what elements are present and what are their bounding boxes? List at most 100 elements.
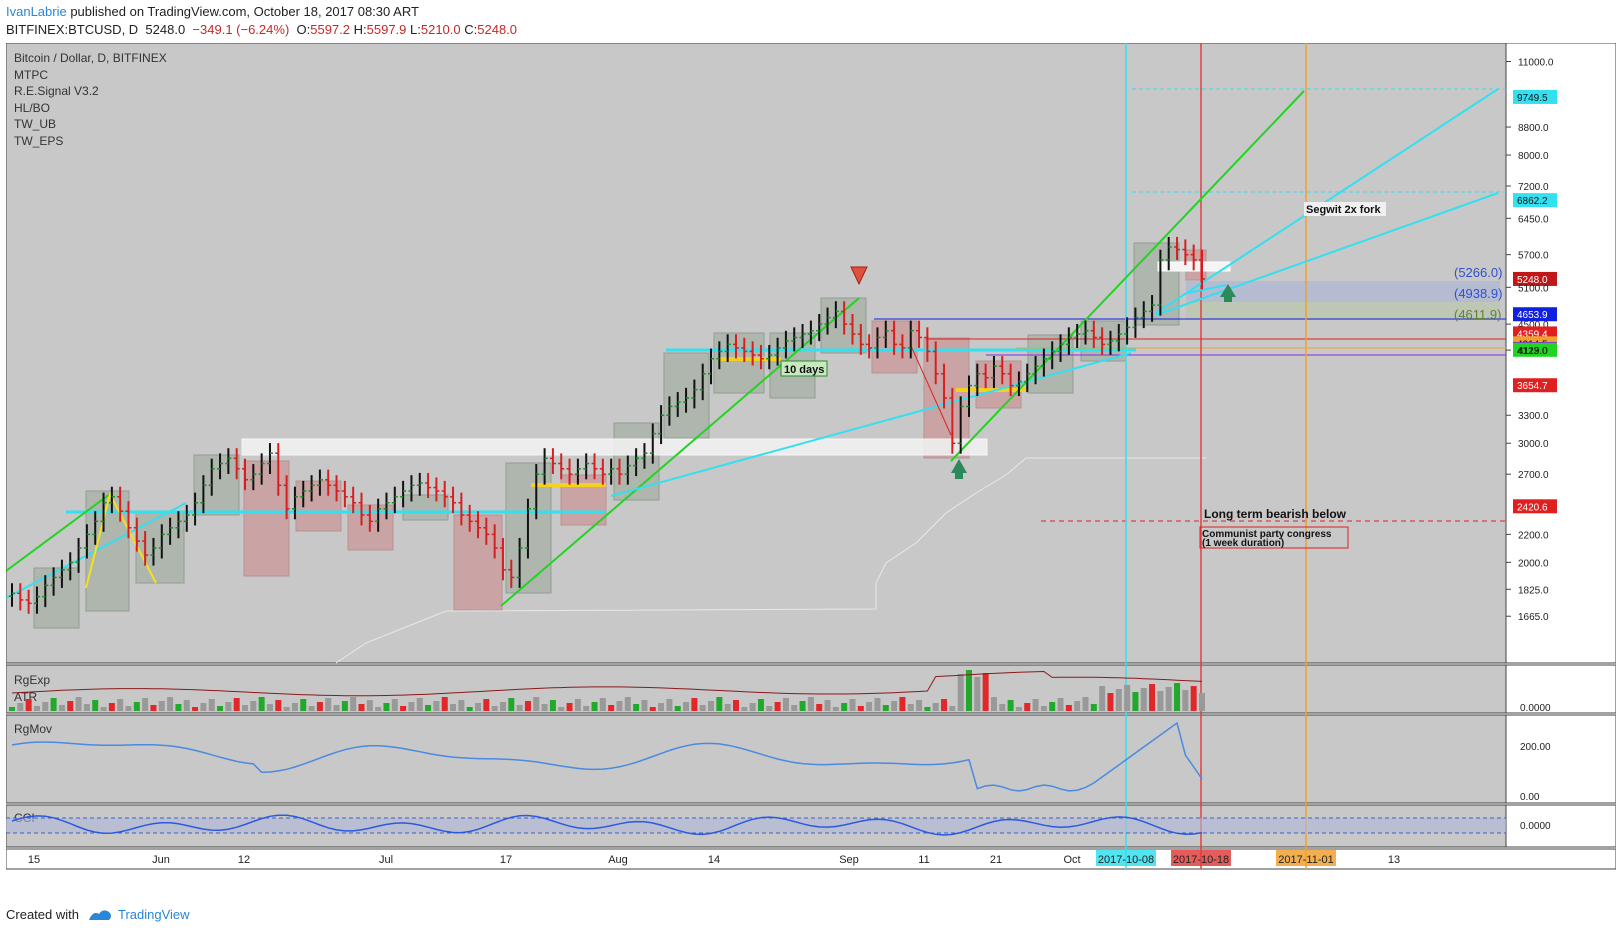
price-bar[interactable] xyxy=(982,363,989,389)
price-bar[interactable] xyxy=(624,455,631,485)
price-bar[interactable] xyxy=(1065,327,1072,355)
price-bar[interactable] xyxy=(158,524,165,559)
price-bar[interactable] xyxy=(75,537,82,573)
price-bar[interactable] xyxy=(17,583,24,611)
price-bar[interactable] xyxy=(416,472,423,496)
price-bar[interactable] xyxy=(533,464,540,520)
price-bar[interactable] xyxy=(799,323,806,348)
price-bar[interactable] xyxy=(333,475,340,502)
price-bar[interactable] xyxy=(849,314,856,345)
price-bar[interactable] xyxy=(350,486,357,514)
price-bar[interactable] xyxy=(724,334,731,362)
price-bar[interactable] xyxy=(807,320,814,345)
price-bar[interactable] xyxy=(791,327,798,352)
price-bar[interactable] xyxy=(192,492,199,526)
price-bar[interactable] xyxy=(749,341,756,366)
price-bar[interactable] xyxy=(782,330,789,359)
price-bar[interactable] xyxy=(316,469,323,496)
price-bar[interactable] xyxy=(732,334,739,359)
price-bar[interactable] xyxy=(957,396,964,454)
price-bar[interactable] xyxy=(50,567,57,596)
price-bar[interactable] xyxy=(583,453,590,480)
price-bar[interactable] xyxy=(999,356,1006,385)
price-bar[interactable] xyxy=(658,405,665,445)
price-bar[interactable] xyxy=(716,341,723,370)
price-bar[interactable] xyxy=(1124,317,1131,345)
price-bar[interactable] xyxy=(1074,323,1081,348)
price-bar[interactable] xyxy=(258,453,265,485)
price-bar[interactable] xyxy=(633,448,640,477)
price-bar[interactable] xyxy=(574,458,581,485)
price-bar[interactable] xyxy=(42,575,49,608)
price-bar[interactable] xyxy=(1107,330,1114,355)
price-bar[interactable] xyxy=(1032,356,1039,385)
price-bar[interactable] xyxy=(33,586,40,614)
price-bar[interactable] xyxy=(1057,334,1064,362)
price-bar[interactable] xyxy=(291,486,298,520)
price-bar[interactable] xyxy=(866,334,873,359)
price-bar[interactable] xyxy=(1165,236,1172,271)
price-bar[interactable] xyxy=(974,363,981,397)
price-bar[interactable] xyxy=(499,537,506,581)
price-bar[interactable] xyxy=(949,387,956,454)
price-bar[interactable] xyxy=(92,511,99,545)
price-bar[interactable] xyxy=(491,524,498,559)
price-bar[interactable] xyxy=(1149,295,1156,322)
price-bar[interactable] xyxy=(466,504,473,532)
price-bar[interactable] xyxy=(300,480,307,508)
price-bar[interactable] xyxy=(1049,341,1056,370)
price-bar[interactable] xyxy=(217,453,224,480)
price-bar[interactable] xyxy=(250,464,257,491)
price-bar[interactable] xyxy=(242,458,249,491)
price-bar[interactable] xyxy=(1199,249,1205,290)
price-bar[interactable] xyxy=(516,537,523,588)
price-bar[interactable] xyxy=(774,337,781,366)
price-bar[interactable] xyxy=(275,443,282,496)
price-bar[interactable] xyxy=(425,472,432,499)
price-bar[interactable] xyxy=(1099,327,1106,355)
tradingview-link[interactable]: TradingView xyxy=(87,907,190,922)
price-bar[interactable] xyxy=(549,448,556,474)
price-bar[interactable] xyxy=(175,511,182,539)
price-bar[interactable] xyxy=(283,475,290,520)
price-bar[interactable] xyxy=(741,337,748,362)
price-bar[interactable] xyxy=(524,498,531,559)
price-bar[interactable] xyxy=(475,511,482,539)
price-bar[interactable] xyxy=(882,320,889,348)
price-bar[interactable] xyxy=(1015,371,1022,397)
price-bar[interactable] xyxy=(1190,244,1197,271)
price-bar[interactable] xyxy=(483,517,490,545)
price-bar[interactable] xyxy=(649,423,656,464)
price-bar[interactable] xyxy=(899,334,906,359)
rgmov-pane[interactable] xyxy=(5,714,1507,804)
price-bar[interactable] xyxy=(599,458,606,485)
price-bar[interactable] xyxy=(699,363,706,401)
price-bar[interactable] xyxy=(58,559,65,588)
price-bar[interactable] xyxy=(691,379,698,409)
price-bar[interactable] xyxy=(932,341,939,385)
price-bars[interactable] xyxy=(9,236,1205,614)
price-bar[interactable] xyxy=(167,517,174,545)
price-bar[interactable] xyxy=(83,524,90,559)
price-bar[interactable] xyxy=(541,448,548,485)
price-bar[interactable] xyxy=(125,501,132,539)
price-bar[interactable] xyxy=(766,344,773,370)
price-bar[interactable] xyxy=(1115,323,1122,352)
price-bar[interactable] xyxy=(358,492,365,526)
price-bar[interactable] xyxy=(924,327,931,362)
price-bar[interactable] xyxy=(508,559,515,588)
price-bar[interactable] xyxy=(1090,320,1097,348)
price-bar[interactable] xyxy=(891,320,898,355)
price-bar[interactable] xyxy=(341,480,348,508)
price-bar[interactable] xyxy=(325,469,332,496)
price-bar[interactable] xyxy=(1024,363,1031,393)
price-bar[interactable] xyxy=(433,477,440,502)
price-bar[interactable] xyxy=(1182,239,1189,266)
price-bar[interactable] xyxy=(408,475,415,502)
price-bar[interactable] xyxy=(1040,348,1047,377)
price-bar[interactable] xyxy=(874,327,881,359)
price-bar[interactable] xyxy=(208,458,215,496)
price-bar[interactable] xyxy=(941,363,948,409)
price-bar[interactable] xyxy=(1174,236,1181,261)
price-bar[interactable] xyxy=(708,348,715,385)
